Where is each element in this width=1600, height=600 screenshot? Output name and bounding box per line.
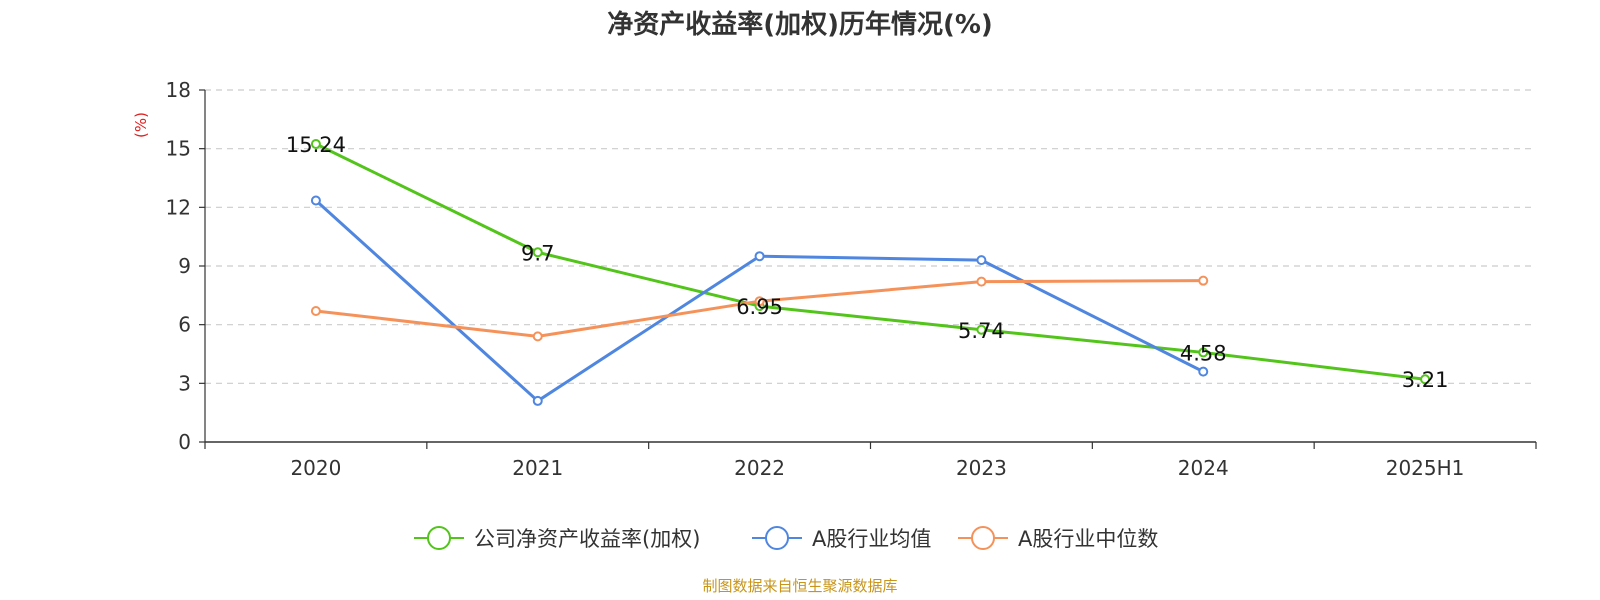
grid-lines bbox=[205, 89, 1536, 384]
y-axis-label: (%) bbox=[132, 112, 150, 138]
x-tick-label-2021: 2021 bbox=[512, 456, 563, 480]
data-point-s2-2[interactable] bbox=[754, 296, 765, 307]
y-tick-label: 15 bbox=[166, 137, 191, 161]
y-tick-label: 0 bbox=[178, 430, 191, 454]
x-tick-label-2020: 2020 bbox=[290, 456, 341, 480]
data-point-s2-4[interactable] bbox=[1198, 275, 1209, 286]
x-tick-label-2025H1: 2025H1 bbox=[1386, 456, 1465, 480]
data-point-s2-3[interactable] bbox=[976, 276, 987, 287]
axes: 0 3 6 9 12 15 18 2020 2021 2022 2023 2024 2025H1 bbox=[166, 78, 1537, 480]
data-point-s2-0[interactable] bbox=[310, 305, 321, 316]
data-point-s0-3[interactable] bbox=[976, 324, 987, 335]
legend-marker-2[interactable] bbox=[971, 526, 995, 550]
data-point-s0-5[interactable] bbox=[1420, 374, 1431, 385]
data-point-s0-0[interactable] bbox=[310, 138, 321, 149]
series-line-0 bbox=[315, 142, 1426, 381]
chart-title: 净资产收益率(加权)历年情况(%) bbox=[607, 9, 993, 40]
y-tick-label: 9 bbox=[178, 254, 191, 278]
x-tick-label-2024: 2024 bbox=[1178, 456, 1229, 480]
data-point-s0-1[interactable] bbox=[532, 247, 543, 258]
y-tick-label: 3 bbox=[178, 371, 191, 395]
data-label-4: 4.58 bbox=[1180, 341, 1227, 365]
series-lines bbox=[310, 138, 1431, 406]
data-point-s1-2[interactable] bbox=[754, 251, 765, 262]
legend-label-1[interactable]: A股行业均值 bbox=[812, 527, 931, 551]
legend-label-0[interactable]: 公司净资产收益率(加权) bbox=[474, 527, 700, 551]
legend: 公司净资产收益率(加权) A股行业均值 A股行业中位数 bbox=[414, 526, 1158, 551]
x-tick-label-2023: 2023 bbox=[956, 456, 1007, 480]
y-tick-label: 12 bbox=[166, 195, 191, 219]
data-label-1: 9.7 bbox=[521, 241, 554, 265]
source-note: 制图数据来自恒生聚源数据库 bbox=[702, 577, 897, 595]
data-point-s1-3[interactable] bbox=[976, 255, 987, 266]
data-label-5: 3.21 bbox=[1402, 368, 1449, 392]
legend-marker-0[interactable] bbox=[427, 526, 451, 550]
legend-label-2[interactable]: A股行业中位数 bbox=[1018, 527, 1158, 551]
x-tick-label-2022: 2022 bbox=[734, 456, 785, 480]
data-label-2: 6.95 bbox=[736, 295, 783, 319]
data-point-s2-1[interactable] bbox=[532, 331, 543, 342]
y-tick-label: 18 bbox=[166, 78, 191, 102]
data-point-s1-4[interactable] bbox=[1198, 366, 1209, 377]
y-tick-label: 6 bbox=[178, 313, 191, 337]
legend-marker-1[interactable] bbox=[765, 526, 789, 550]
data-label-3: 5.74 bbox=[958, 319, 1005, 343]
data-label-0: 15.24 bbox=[286, 133, 346, 157]
data-point-s0-4[interactable] bbox=[1198, 347, 1209, 358]
data-point-s1-0[interactable] bbox=[310, 195, 321, 206]
data-labels: 15.24 9.7 6.95 5.74 4.58 3.21 bbox=[286, 133, 1449, 392]
data-point-s1-1[interactable] bbox=[532, 395, 543, 406]
